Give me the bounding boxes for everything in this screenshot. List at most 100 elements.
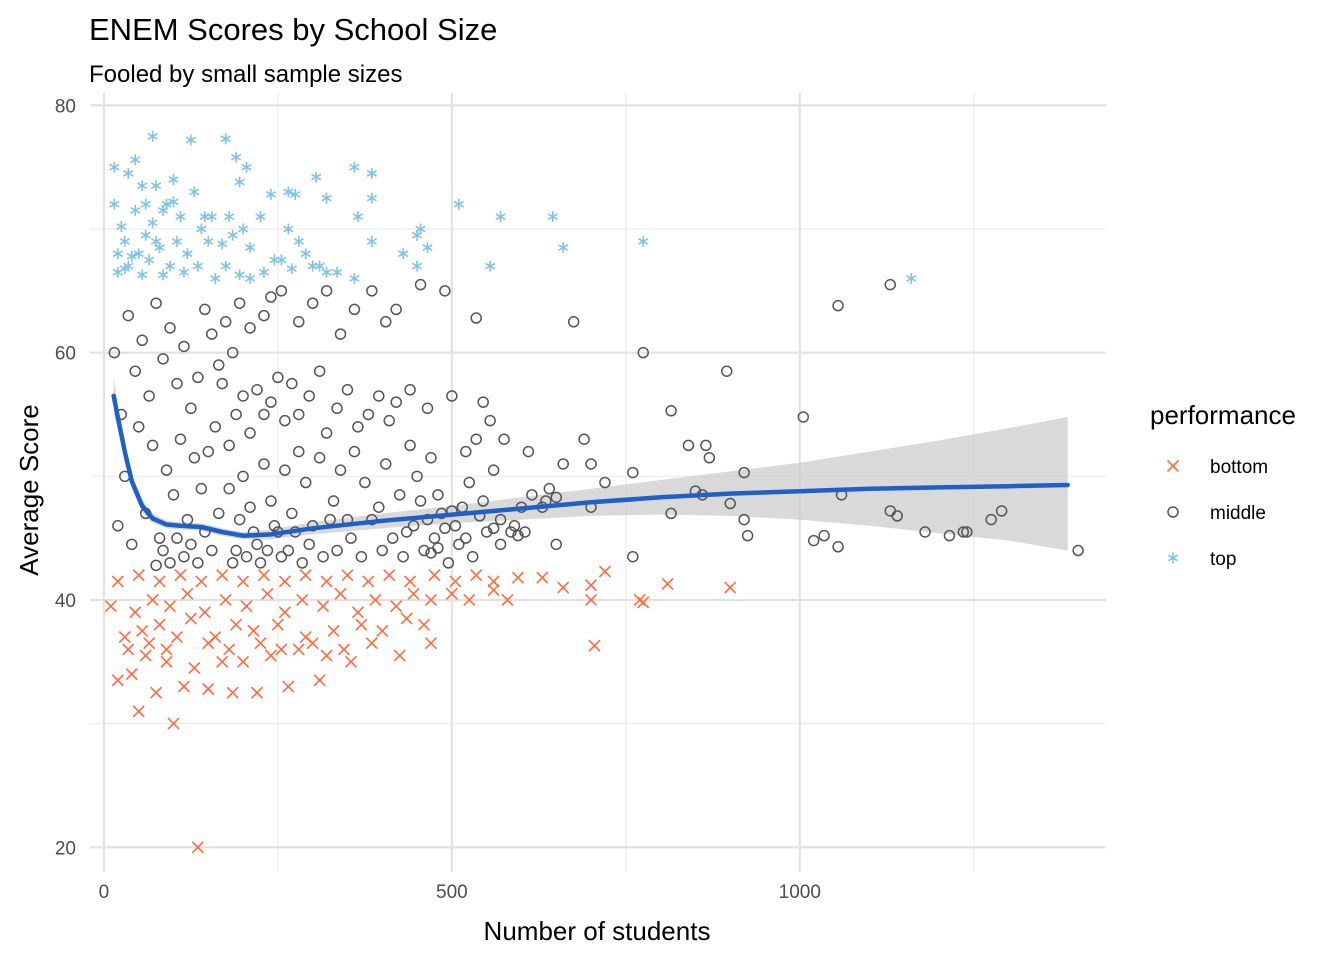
middle-point bbox=[153, 532, 166, 544]
bottom-point bbox=[153, 618, 166, 631]
top-point bbox=[220, 260, 231, 272]
middle-point bbox=[550, 538, 562, 551]
top-point bbox=[109, 198, 120, 210]
legend-label-bottom: bottom bbox=[1210, 457, 1268, 478]
bottom-point bbox=[355, 618, 368, 631]
top-point bbox=[286, 263, 297, 275]
bottom-point bbox=[174, 569, 187, 582]
middle-point bbox=[832, 541, 844, 553]
top-point bbox=[234, 176, 245, 188]
middle-point bbox=[244, 501, 256, 513]
top-point bbox=[547, 211, 558, 223]
middle-point bbox=[599, 476, 611, 489]
series-top bbox=[109, 130, 917, 284]
middle-point bbox=[286, 507, 298, 520]
middle-point bbox=[522, 445, 535, 458]
middle-point bbox=[919, 526, 931, 538]
middle-point bbox=[439, 522, 451, 535]
bottom-point bbox=[160, 655, 173, 668]
bottom-point bbox=[501, 593, 514, 607]
middle-point bbox=[223, 482, 235, 495]
middle-point bbox=[494, 538, 507, 551]
bottom-point bbox=[170, 630, 184, 644]
top-point bbox=[283, 223, 294, 235]
bottom-point bbox=[257, 569, 271, 582]
top-point bbox=[140, 198, 151, 210]
bottom-point bbox=[341, 569, 354, 582]
top-point bbox=[293, 235, 304, 247]
top-point bbox=[140, 229, 151, 241]
middle-point bbox=[487, 522, 500, 535]
middle-point bbox=[446, 390, 458, 402]
middle-point bbox=[258, 309, 270, 322]
bottom-point bbox=[250, 686, 264, 699]
middle-point bbox=[352, 421, 364, 433]
top-point bbox=[168, 174, 179, 186]
middle-point bbox=[498, 433, 510, 445]
y-tick-label: 80 bbox=[55, 96, 76, 117]
middle-point bbox=[578, 433, 590, 445]
middle-point bbox=[366, 285, 378, 297]
middle-point bbox=[818, 529, 830, 542]
bottom-point bbox=[511, 571, 525, 584]
middle-point bbox=[627, 550, 639, 563]
bottom-point bbox=[449, 575, 462, 588]
top-point bbox=[283, 186, 294, 198]
bottom-point bbox=[219, 593, 232, 607]
middle-point bbox=[199, 303, 211, 316]
y-tick-label: 40 bbox=[55, 591, 76, 612]
top-point bbox=[366, 192, 377, 204]
bottom-point bbox=[191, 841, 204, 854]
middle-point bbox=[397, 550, 409, 563]
bottom-point bbox=[584, 579, 598, 592]
bottom-point bbox=[400, 612, 413, 625]
middle-point bbox=[477, 396, 489, 408]
middle-point bbox=[219, 316, 232, 328]
bottom-point bbox=[292, 643, 305, 656]
bottom-point bbox=[365, 637, 378, 650]
top-point bbox=[244, 272, 256, 284]
middle-point bbox=[348, 445, 361, 458]
top-point bbox=[206, 211, 217, 223]
middle-point bbox=[195, 482, 208, 495]
middle-point bbox=[303, 390, 315, 402]
bottom-point bbox=[143, 637, 156, 650]
bottom-point bbox=[261, 587, 274, 600]
top-point bbox=[411, 260, 423, 272]
legend-key-bottom bbox=[1166, 459, 1180, 473]
top-point bbox=[227, 229, 238, 241]
middle-point bbox=[129, 365, 141, 377]
top-point bbox=[126, 250, 137, 262]
middle-point bbox=[254, 557, 267, 569]
bottom-point bbox=[369, 593, 382, 607]
top-point bbox=[558, 242, 569, 254]
middle-point bbox=[421, 402, 434, 415]
middle-point bbox=[432, 489, 444, 501]
bottom-point bbox=[584, 593, 598, 607]
top-point bbox=[199, 211, 210, 223]
middle-point bbox=[738, 466, 750, 479]
middle-point bbox=[512, 529, 524, 542]
middle-point bbox=[665, 507, 677, 520]
x-axis-label: Number of students bbox=[484, 916, 711, 946]
bottom-point bbox=[557, 581, 570, 594]
chart-subtitle: Fooled by small sample sizes bbox=[89, 61, 402, 88]
bottom-point bbox=[362, 575, 375, 588]
legend-key-top bbox=[1167, 552, 1179, 564]
bottom-point bbox=[264, 649, 277, 662]
top-point bbox=[137, 269, 148, 281]
middle-point bbox=[216, 377, 228, 390]
top-point bbox=[143, 254, 155, 266]
top-point bbox=[157, 204, 169, 216]
middle-point bbox=[682, 439, 695, 452]
top-point bbox=[453, 198, 464, 210]
middle-point bbox=[146, 439, 159, 452]
middle-point bbox=[164, 557, 176, 569]
middle-point bbox=[265, 396, 277, 408]
middle-point bbox=[985, 513, 997, 526]
top-point bbox=[411, 229, 423, 241]
middle-point bbox=[237, 390, 249, 402]
bottom-point bbox=[327, 624, 340, 637]
middle-point bbox=[209, 421, 222, 433]
top-point bbox=[234, 269, 245, 281]
